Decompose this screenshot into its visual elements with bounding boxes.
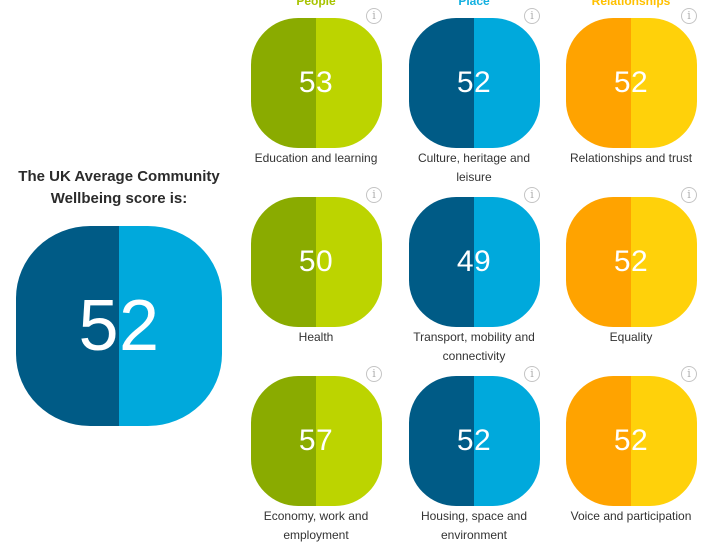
domain-label-line: Health [298, 330, 334, 344]
domain-score-value: 52 [456, 66, 492, 99]
domain-score-value: 49 [456, 245, 492, 278]
info-icon[interactable]: i [681, 366, 697, 382]
tile-right-half [316, 197, 382, 327]
tile-right-half [631, 376, 697, 506]
column-header-relationships: Relationships [591, 0, 671, 8]
domain-score-value: 53 [298, 66, 334, 99]
tile-right-half [316, 376, 382, 506]
intro-text: The UK Average Community Wellbeing score… [0, 166, 238, 210]
tile-left-half [408, 197, 474, 327]
column-header-place: Place [458, 0, 490, 8]
info-icon[interactable]: i [366, 366, 382, 382]
tile-right-half [474, 197, 540, 327]
domain-label: Culture, heritage and leisure [394, 149, 554, 187]
domain-label: Health [236, 328, 396, 347]
domain-score-value: 52 [456, 424, 492, 457]
tile-right-half [631, 18, 697, 148]
domain-score-tile[interactable]: 52 [565, 376, 697, 506]
column-header-people: People [296, 0, 336, 8]
domain-score-tile[interactable]: 52 [408, 18, 540, 148]
domain-score-value: 50 [298, 245, 334, 278]
domain-label: Transport, mobility and connectivity [394, 328, 554, 366]
info-icon[interactable]: i [524, 187, 540, 203]
domain-score-value: 52 [613, 424, 649, 457]
domain-label-line: Transport, mobility and [413, 330, 535, 344]
info-icon[interactable]: i [524, 8, 540, 24]
domain-score-value: 52 [613, 66, 649, 99]
info-icon[interactable]: i [524, 366, 540, 382]
domain-label-line: employment [283, 528, 349, 542]
domain-label-line: Relationships and trust [569, 151, 693, 165]
overall-score-left-half [16, 226, 119, 426]
domain-label: Economy, work and employment [236, 507, 396, 545]
overall-score-value: 52 [78, 286, 160, 366]
domain-label-line: Culture, heritage and [417, 151, 531, 165]
domain-label-line: environment [440, 528, 508, 542]
domain-label: Voice and participation [551, 507, 711, 526]
overall-score-shape: 52 [16, 226, 222, 426]
info-icon[interactable]: i [366, 187, 382, 203]
domain-label-line: leisure [456, 170, 492, 184]
domain-label-line: Housing, space and [420, 509, 528, 523]
domain-label: Education and learning [236, 149, 396, 168]
domain-score-tile[interactable]: 52 [565, 18, 697, 148]
domain-label-line: Education and learning [254, 151, 378, 165]
tile-left-half [565, 18, 631, 148]
tile-left-half [250, 18, 316, 148]
domain-score-tile[interactable]: 52 [565, 197, 697, 327]
domain-score-value: 57 [298, 424, 334, 457]
domain-label: Equality [551, 328, 711, 347]
info-icon[interactable]: i [681, 8, 697, 24]
tile-left-half [565, 376, 631, 506]
tile-left-half [565, 197, 631, 327]
intro-line-2: Wellbeing score is: [50, 190, 188, 207]
domain-label: Relationships and trust [551, 149, 711, 168]
tile-left-half [408, 18, 474, 148]
tile-left-half [250, 376, 316, 506]
domain-score-tile[interactable]: 52 [408, 376, 540, 506]
domain-score-tile[interactable]: 49 [408, 197, 540, 327]
info-icon[interactable]: i [681, 187, 697, 203]
intro-line-1: The UK Average Community [18, 168, 220, 185]
domain-label-line: Voice and participation [570, 509, 692, 523]
tile-right-half [474, 18, 540, 148]
domain-score-tile[interactable]: 57 [250, 376, 382, 506]
tile-left-half [250, 197, 316, 327]
domain-label: Housing, space and environment [394, 507, 554, 545]
domain-score-tile[interactable]: 53 [250, 18, 382, 148]
domain-score-tile[interactable]: 50 [250, 197, 382, 327]
tile-right-half [474, 376, 540, 506]
tile-right-half [631, 197, 697, 327]
info-icon[interactable]: i [366, 8, 382, 24]
tile-right-half [316, 18, 382, 148]
tile-left-half [408, 376, 474, 506]
overall-score-right-half [119, 226, 222, 426]
domain-score-value: 52 [613, 245, 649, 278]
domain-label-line: Equality [609, 330, 653, 344]
domain-label-line: connectivity [442, 349, 506, 363]
domain-label-line: Economy, work and [263, 509, 369, 523]
